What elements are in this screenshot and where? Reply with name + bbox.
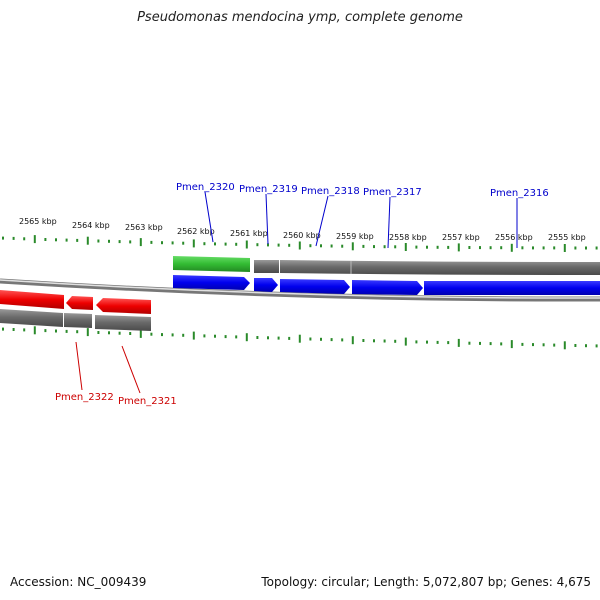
kbp-label: 2564 kbp xyxy=(72,221,110,230)
genome-summary-text: Topology: circular; Length: 5,072,807 bp… xyxy=(261,575,591,589)
kbp-label: 2565 kbp xyxy=(19,217,57,226)
kbp-label: 2556 kbp xyxy=(495,233,533,242)
leader-line xyxy=(387,196,391,249)
leader-line xyxy=(121,345,141,394)
leader-line xyxy=(315,195,329,247)
kbp-label: 2562 kbp xyxy=(177,227,215,236)
cds-arrow-pmen-2320[interactable] xyxy=(173,275,250,290)
genome-backbone-highlight xyxy=(0,279,600,299)
genome-backbone xyxy=(0,278,600,302)
kbp-label: 2560 kbp xyxy=(283,231,321,240)
kbp-label: 2558 kbp xyxy=(389,233,427,242)
reverse-gene-track xyxy=(0,309,151,331)
kbp-label: 2557 kbp xyxy=(442,233,480,242)
forward-tick-row xyxy=(2,235,598,252)
genome-title: Pseudomonas mendocina ymp, complete geno… xyxy=(137,10,463,25)
leader-line xyxy=(75,341,83,391)
cds-arrow-pmen-2316[interactable] xyxy=(424,281,600,295)
reverse-gene-labels: Pmen_2322 Pmen_2321 xyxy=(55,341,177,407)
leader-line xyxy=(265,193,269,245)
rna-gene-block[interactable] xyxy=(173,256,250,272)
gene-label-pmen-2322[interactable]: Pmen_2322 xyxy=(55,392,114,403)
cds-arrow-pmen-2321[interactable] xyxy=(96,298,151,314)
kbp-label: 2561 kbp xyxy=(230,229,268,238)
kbp-label: 2555 kbp xyxy=(548,233,586,242)
cds-arrow-pmen-2318[interactable] xyxy=(280,279,350,294)
gene-label-pmen-2319[interactable]: Pmen_2319 xyxy=(239,184,298,195)
cds-arrow-pmen-2322[interactable] xyxy=(66,296,93,310)
kbp-scale-labels: 2565 kbp 2564 kbp 2563 kbp 2562 kbp 2561… xyxy=(19,217,586,242)
gene-label-pmen-2316[interactable]: Pmen_2316 xyxy=(490,188,549,199)
gene-label-pmen-2317[interactable]: Pmen_2317 xyxy=(363,187,422,198)
gene-label-pmen-2320[interactable]: Pmen_2320 xyxy=(176,182,235,193)
leader-line xyxy=(204,191,214,243)
gene-region-segment[interactable] xyxy=(0,309,63,327)
cds-arrow-pmen-2319[interactable] xyxy=(254,278,278,292)
accession-text: Accession: NC_009439 xyxy=(10,575,147,589)
kbp-label: 2559 kbp xyxy=(336,232,374,241)
gene-label-pmen-2318[interactable]: Pmen_2318 xyxy=(301,186,360,197)
forward-gene-labels: Pmen_2320 Pmen_2319 Pmen_2318 Pmen_2317 … xyxy=(176,182,549,249)
kbp-label: 2563 kbp xyxy=(125,223,163,232)
gene-region-segment[interactable] xyxy=(280,260,600,275)
cds-arrow-left-edge[interactable] xyxy=(0,290,64,309)
reverse-tick-row xyxy=(2,326,598,350)
gene-region-segment[interactable] xyxy=(64,313,92,328)
gene-label-pmen-2321[interactable]: Pmen_2321 xyxy=(118,396,177,407)
gene-region-segment[interactable] xyxy=(95,315,151,331)
reverse-cds-track xyxy=(0,290,151,314)
gene-region-segment[interactable] xyxy=(254,260,279,273)
cds-arrow-pmen-2317[interactable] xyxy=(352,280,423,295)
forward-cds-track xyxy=(173,275,600,295)
forward-gene-track xyxy=(173,256,600,275)
